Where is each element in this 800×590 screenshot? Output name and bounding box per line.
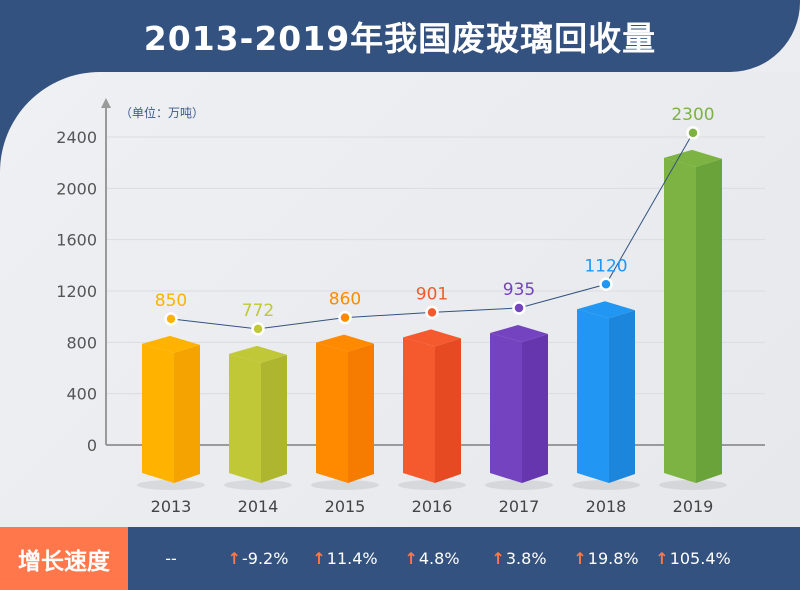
data-point bbox=[251, 322, 265, 336]
bar-shadow bbox=[398, 480, 466, 490]
bar-side-face bbox=[522, 334, 548, 483]
data-point bbox=[338, 310, 352, 325]
x-tick-label: 2017 bbox=[499, 497, 540, 516]
growth-rate-2013: -- bbox=[165, 527, 177, 590]
data-label: 772 bbox=[242, 301, 274, 321]
up-arrow-icon: ↑ bbox=[491, 549, 505, 568]
bar-top-face bbox=[490, 325, 548, 343]
x-tick-label: 2014 bbox=[238, 497, 279, 516]
bar-top-face bbox=[577, 301, 635, 319]
bar-front-face bbox=[577, 309, 609, 483]
bar-shadow bbox=[311, 480, 379, 490]
y-tick-label: 1600 bbox=[56, 231, 97, 250]
unit-label: （单位：万吨） bbox=[120, 105, 204, 120]
data-point bbox=[164, 312, 178, 326]
growth-rate-bar: 增长速度 -- ↑ -9.2% ↑ 11.4% ↑ 4.8% ↑ 3.8% ↑ 19.8% ↑ 105.… bbox=[0, 527, 800, 590]
bar-2016 bbox=[398, 329, 466, 490]
data-label: 860 bbox=[329, 290, 361, 310]
up-arrow-icon: ↑ bbox=[312, 549, 326, 568]
bar-front-face bbox=[490, 333, 522, 483]
bar-top-face bbox=[316, 334, 374, 352]
y-tick-label: 400 bbox=[66, 385, 97, 404]
growth-rate-label: 增长速度 bbox=[0, 527, 128, 590]
y-tick-label: 1200 bbox=[56, 282, 97, 301]
bar-shadow bbox=[137, 480, 205, 490]
bar-front-face bbox=[316, 342, 348, 483]
growth-rate-value: 3.8% bbox=[505, 549, 547, 568]
bar-2013 bbox=[137, 335, 205, 490]
bar-shadow bbox=[485, 480, 553, 490]
growth-rate-2018: ↑ 19.8% bbox=[573, 527, 638, 590]
x-tick-label: 2015 bbox=[325, 497, 366, 516]
bar-side-face bbox=[348, 343, 374, 483]
bar-2017 bbox=[485, 325, 553, 490]
y-tick-label: 800 bbox=[66, 333, 97, 352]
bar-side-face bbox=[435, 338, 461, 483]
up-arrow-icon: ↑ bbox=[404, 549, 418, 568]
x-tick-label: 2018 bbox=[586, 497, 627, 516]
data-point bbox=[425, 305, 439, 320]
bar-2019 bbox=[659, 149, 727, 490]
bar-2015 bbox=[311, 334, 379, 490]
x-tick-label: 2019 bbox=[673, 497, 714, 516]
growth-rate-2017: ↑ 3.8% bbox=[491, 527, 546, 590]
growth-rate-2019: ↑ 105.4% bbox=[655, 527, 730, 590]
bar-shadow bbox=[224, 480, 292, 490]
data-label: 850 bbox=[155, 291, 187, 311]
bar-2014 bbox=[224, 345, 292, 490]
bar-top-face bbox=[229, 345, 287, 363]
bar-side-face bbox=[609, 310, 635, 483]
growth-rate-value: -- bbox=[165, 549, 177, 568]
bar-front-face bbox=[664, 157, 696, 484]
growth-rate-value: -9.2% bbox=[241, 549, 289, 568]
y-tick-label: 2400 bbox=[56, 128, 97, 147]
data-label: 935 bbox=[503, 280, 535, 300]
data-point bbox=[599, 277, 613, 292]
bar-top-face bbox=[664, 149, 722, 167]
bar-shadow bbox=[572, 480, 640, 490]
up-arrow-icon: ↑ bbox=[573, 549, 587, 568]
growth-rate-value: 105.4% bbox=[669, 549, 731, 568]
data-label: 2300 bbox=[671, 105, 714, 125]
up-arrow-icon: ↑ bbox=[655, 549, 669, 568]
bar-chart: （单位：万吨） 0 400 800 1200 1600 2000 2400 850 772 86… bbox=[56, 98, 765, 516]
bar-front-face bbox=[403, 337, 435, 483]
data-label: 1120 bbox=[584, 256, 627, 276]
bar-top-face bbox=[142, 335, 200, 353]
bar-top-face bbox=[403, 329, 461, 347]
y-axis-arrow-icon bbox=[101, 98, 111, 108]
growth-rate-value: 4.8% bbox=[418, 549, 460, 568]
bar-side-face bbox=[261, 354, 287, 483]
bar-2018 bbox=[572, 301, 640, 490]
bar-side-face bbox=[174, 344, 200, 483]
growth-rate-2016: ↑ 4.8% bbox=[404, 527, 459, 590]
bar-shadow bbox=[659, 480, 727, 490]
x-tick-label: 2016 bbox=[412, 497, 453, 516]
data-point bbox=[512, 301, 526, 315]
growth-rate-value: 11.4% bbox=[326, 549, 378, 568]
header-banner: 2013-2019年我国废玻璃回收量 bbox=[0, 0, 800, 72]
bar-side-face bbox=[696, 158, 722, 484]
growth-rate-value: 19.8% bbox=[587, 549, 639, 568]
x-tick-label: 2013 bbox=[151, 497, 192, 516]
y-tick-label: 0 bbox=[87, 436, 97, 455]
bar-front-face bbox=[142, 343, 174, 483]
page-title: 2013-2019年我国废玻璃回收量 bbox=[143, 19, 657, 58]
data-point bbox=[686, 126, 700, 140]
bar-front-face bbox=[229, 353, 261, 483]
y-tick-label: 2000 bbox=[56, 179, 97, 198]
up-arrow-icon: ↑ bbox=[227, 549, 241, 568]
data-label: 901 bbox=[416, 284, 448, 304]
growth-rate-2015: ↑ 11.4% bbox=[312, 527, 377, 590]
growth-rate-2014: ↑ -9.2% bbox=[228, 527, 289, 590]
